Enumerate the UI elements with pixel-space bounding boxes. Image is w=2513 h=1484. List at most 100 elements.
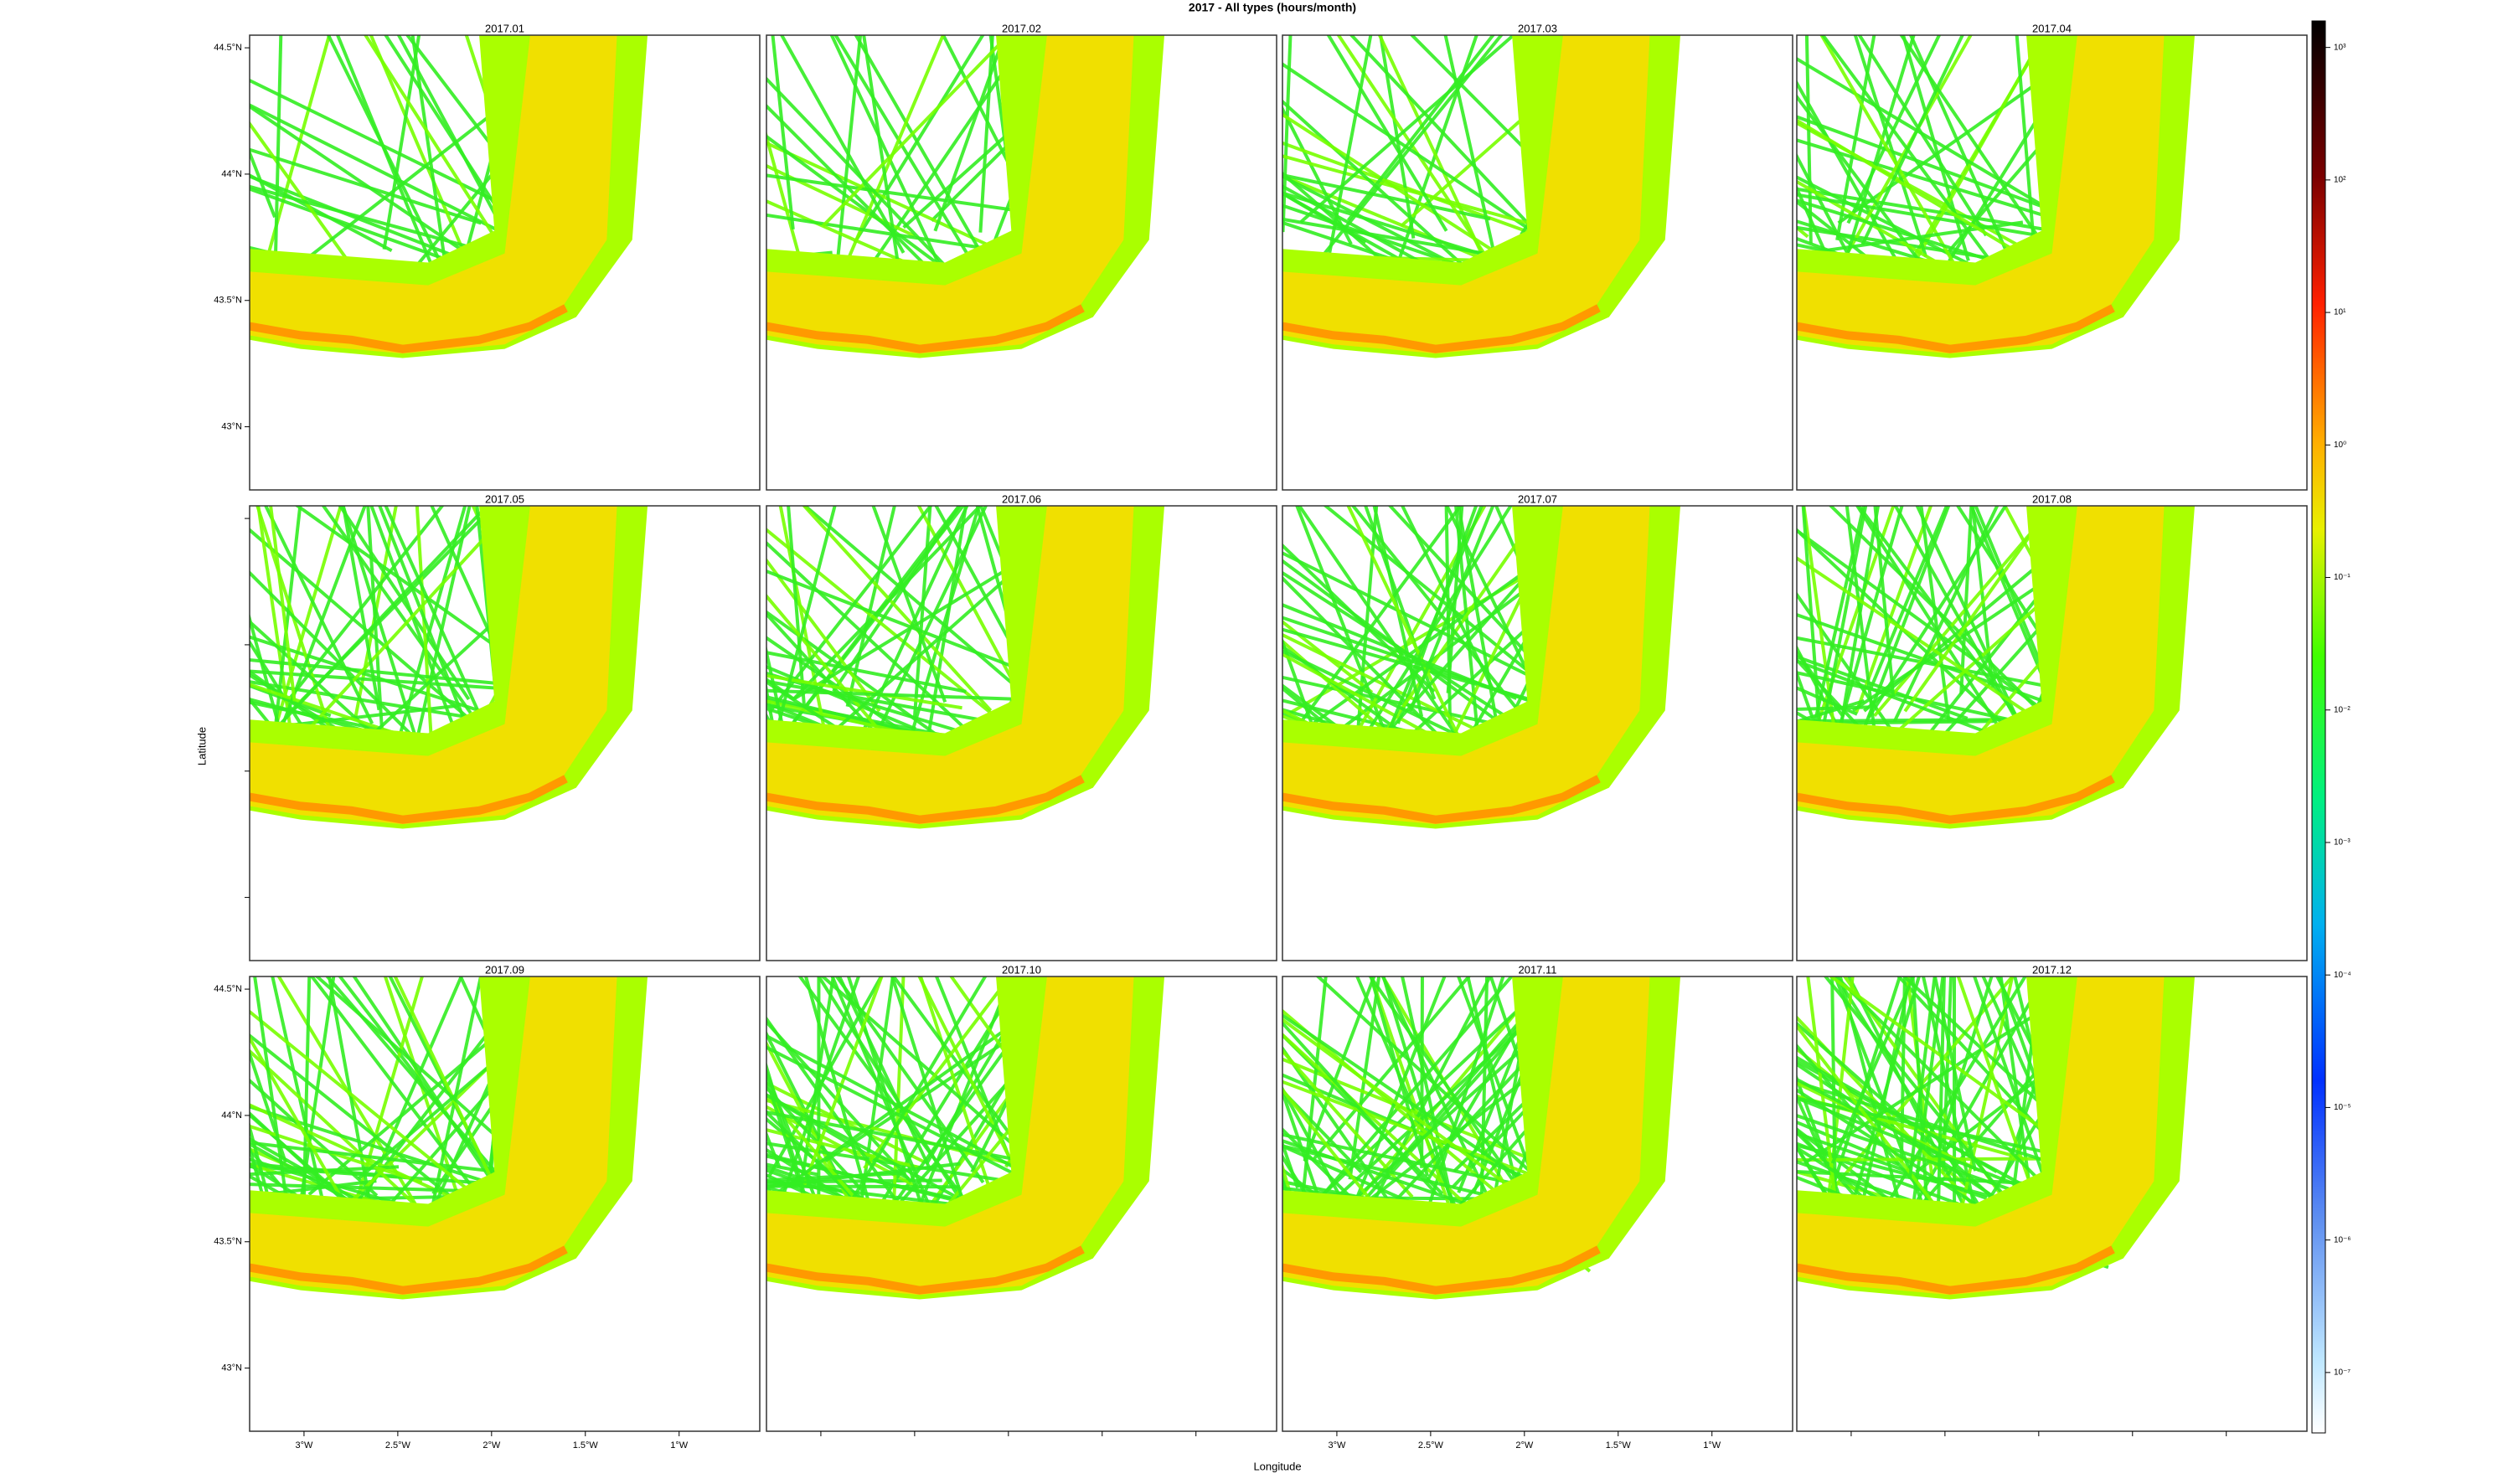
traffic-lane bbox=[391, 506, 467, 760]
traffic-lane bbox=[1282, 1057, 1571, 1177]
traffic-lane bbox=[767, 506, 933, 714]
panel-frame bbox=[1796, 976, 2308, 1432]
traffic-lane bbox=[1971, 506, 1994, 688]
x-tick-label: 1.5°W bbox=[573, 1440, 599, 1451]
traffic-lane bbox=[302, 976, 312, 1208]
panel-title: 2017.11 bbox=[1518, 963, 1556, 976]
heatmap bbox=[1282, 506, 1681, 829]
heatmap bbox=[250, 976, 648, 1300]
traffic-lane bbox=[415, 506, 433, 734]
heatmap bbox=[250, 35, 648, 358]
colorbar-tick-label: 10⁻² bbox=[2334, 705, 2350, 714]
y-tick-label: 43.5°N bbox=[214, 296, 242, 306]
traffic-lane bbox=[1797, 556, 2072, 744]
x-tick-label: 3°W bbox=[295, 1440, 313, 1451]
traffic-lane bbox=[341, 506, 431, 781]
traffic-lane bbox=[891, 976, 906, 1222]
panel-title: 2017.12 bbox=[2032, 963, 2072, 976]
traffic-lane bbox=[766, 1093, 993, 1219]
traffic-lane bbox=[250, 104, 497, 275]
traffic-lane bbox=[1797, 1088, 2016, 1231]
y-axis-label: Latitude bbox=[195, 727, 208, 765]
traffic-lane bbox=[1357, 976, 1493, 1232]
traffic-lane bbox=[1400, 506, 1495, 691]
traffic-lane bbox=[1443, 35, 1499, 267]
panel-frame bbox=[249, 34, 761, 491]
traffic-lane bbox=[250, 680, 503, 724]
panel-title: 2017.10 bbox=[1002, 963, 1041, 976]
traffic-lane bbox=[802, 976, 884, 1186]
x-tick-label: 1°W bbox=[670, 1440, 689, 1451]
colorbar bbox=[2311, 20, 2326, 1434]
traffic-lane bbox=[1346, 506, 1469, 756]
traffic-lane bbox=[766, 679, 1012, 728]
traffic-lane bbox=[250, 683, 332, 718]
coastal-strip bbox=[1282, 304, 1601, 353]
y-tick-label: 43°N bbox=[221, 421, 242, 431]
traffic-lane bbox=[1959, 506, 1974, 694]
traffic-lane bbox=[1797, 1131, 1988, 1200]
traffic-lane bbox=[429, 976, 483, 1216]
traffic-core bbox=[250, 506, 617, 825]
heatmap bbox=[766, 35, 1165, 358]
traffic-lane bbox=[787, 506, 966, 730]
traffic-lane bbox=[1369, 976, 1430, 1177]
coastal-strip bbox=[1797, 1245, 2115, 1295]
traffic-lane bbox=[250, 1121, 274, 1213]
y-tick-label: 44°N bbox=[221, 169, 242, 179]
traffic-lane bbox=[1457, 506, 1504, 758]
traffic-lane bbox=[766, 673, 962, 710]
colorbar-tick-label: 10⁻⁴ bbox=[2334, 971, 2351, 980]
traffic-lane bbox=[250, 1179, 377, 1198]
x-tick-label: 1.5°W bbox=[1606, 1440, 1632, 1451]
traffic-lane bbox=[1907, 976, 1937, 1180]
panel-title: 2017.09 bbox=[485, 963, 524, 976]
traffic-lane bbox=[384, 506, 484, 721]
coastal-strip bbox=[766, 775, 1085, 824]
panel-frame bbox=[249, 976, 761, 1432]
traffic-lane bbox=[253, 976, 288, 1195]
traffic-lane bbox=[410, 35, 446, 258]
traffic-lane bbox=[1936, 976, 1946, 1239]
coastal-strip bbox=[250, 1245, 568, 1295]
colorbar-tick-label: 10¹ bbox=[2334, 308, 2346, 317]
traffic-lane bbox=[341, 506, 381, 711]
traffic-lane bbox=[1408, 506, 1495, 712]
traffic-core bbox=[1797, 506, 2165, 825]
traffic-lane bbox=[779, 35, 906, 254]
traffic-lane bbox=[1313, 976, 1472, 1160]
traffic-lane bbox=[1820, 35, 2008, 283]
traffic-lane bbox=[1797, 649, 1845, 718]
traffic-core bbox=[1797, 976, 2165, 1296]
panel-title: 2017.08 bbox=[2032, 492, 2072, 505]
traffic-lane bbox=[1282, 1088, 1363, 1173]
chart-title: 2017 - All types (hours/month) bbox=[1189, 1, 1356, 14]
traffic-lane bbox=[1797, 705, 1870, 711]
x-axis-label: Longitude bbox=[1253, 1460, 1301, 1472]
traffic-lane bbox=[766, 1093, 867, 1212]
traffic-core bbox=[1797, 35, 2165, 354]
traffic-core bbox=[250, 976, 617, 1296]
traffic-lane bbox=[273, 35, 283, 264]
traffic-lane bbox=[1801, 506, 1824, 758]
traffic-lane bbox=[766, 1033, 1050, 1188]
panel-frame bbox=[1282, 505, 1793, 961]
traffic-lane bbox=[766, 651, 967, 693]
traffic-core bbox=[1282, 35, 1650, 354]
panel-title: 2017.07 bbox=[1518, 492, 1557, 505]
y-tick-label: 44°N bbox=[221, 1110, 242, 1121]
traffic-lane bbox=[269, 506, 297, 702]
traffic-lane bbox=[778, 506, 830, 749]
x-tick-label: 2°W bbox=[1515, 1440, 1534, 1451]
traffic-lane bbox=[1797, 781, 1801, 798]
traffic-lane bbox=[1297, 506, 1462, 742]
traffic-core bbox=[766, 506, 1134, 825]
traffic-lane bbox=[266, 506, 490, 739]
traffic-lane bbox=[1295, 506, 1401, 770]
coastal-strip bbox=[250, 775, 568, 824]
traffic-lane bbox=[250, 1141, 532, 1177]
traffic-lane bbox=[1857, 35, 1988, 237]
traffic-lane bbox=[1328, 35, 1373, 255]
traffic-lane bbox=[1282, 620, 1374, 694]
